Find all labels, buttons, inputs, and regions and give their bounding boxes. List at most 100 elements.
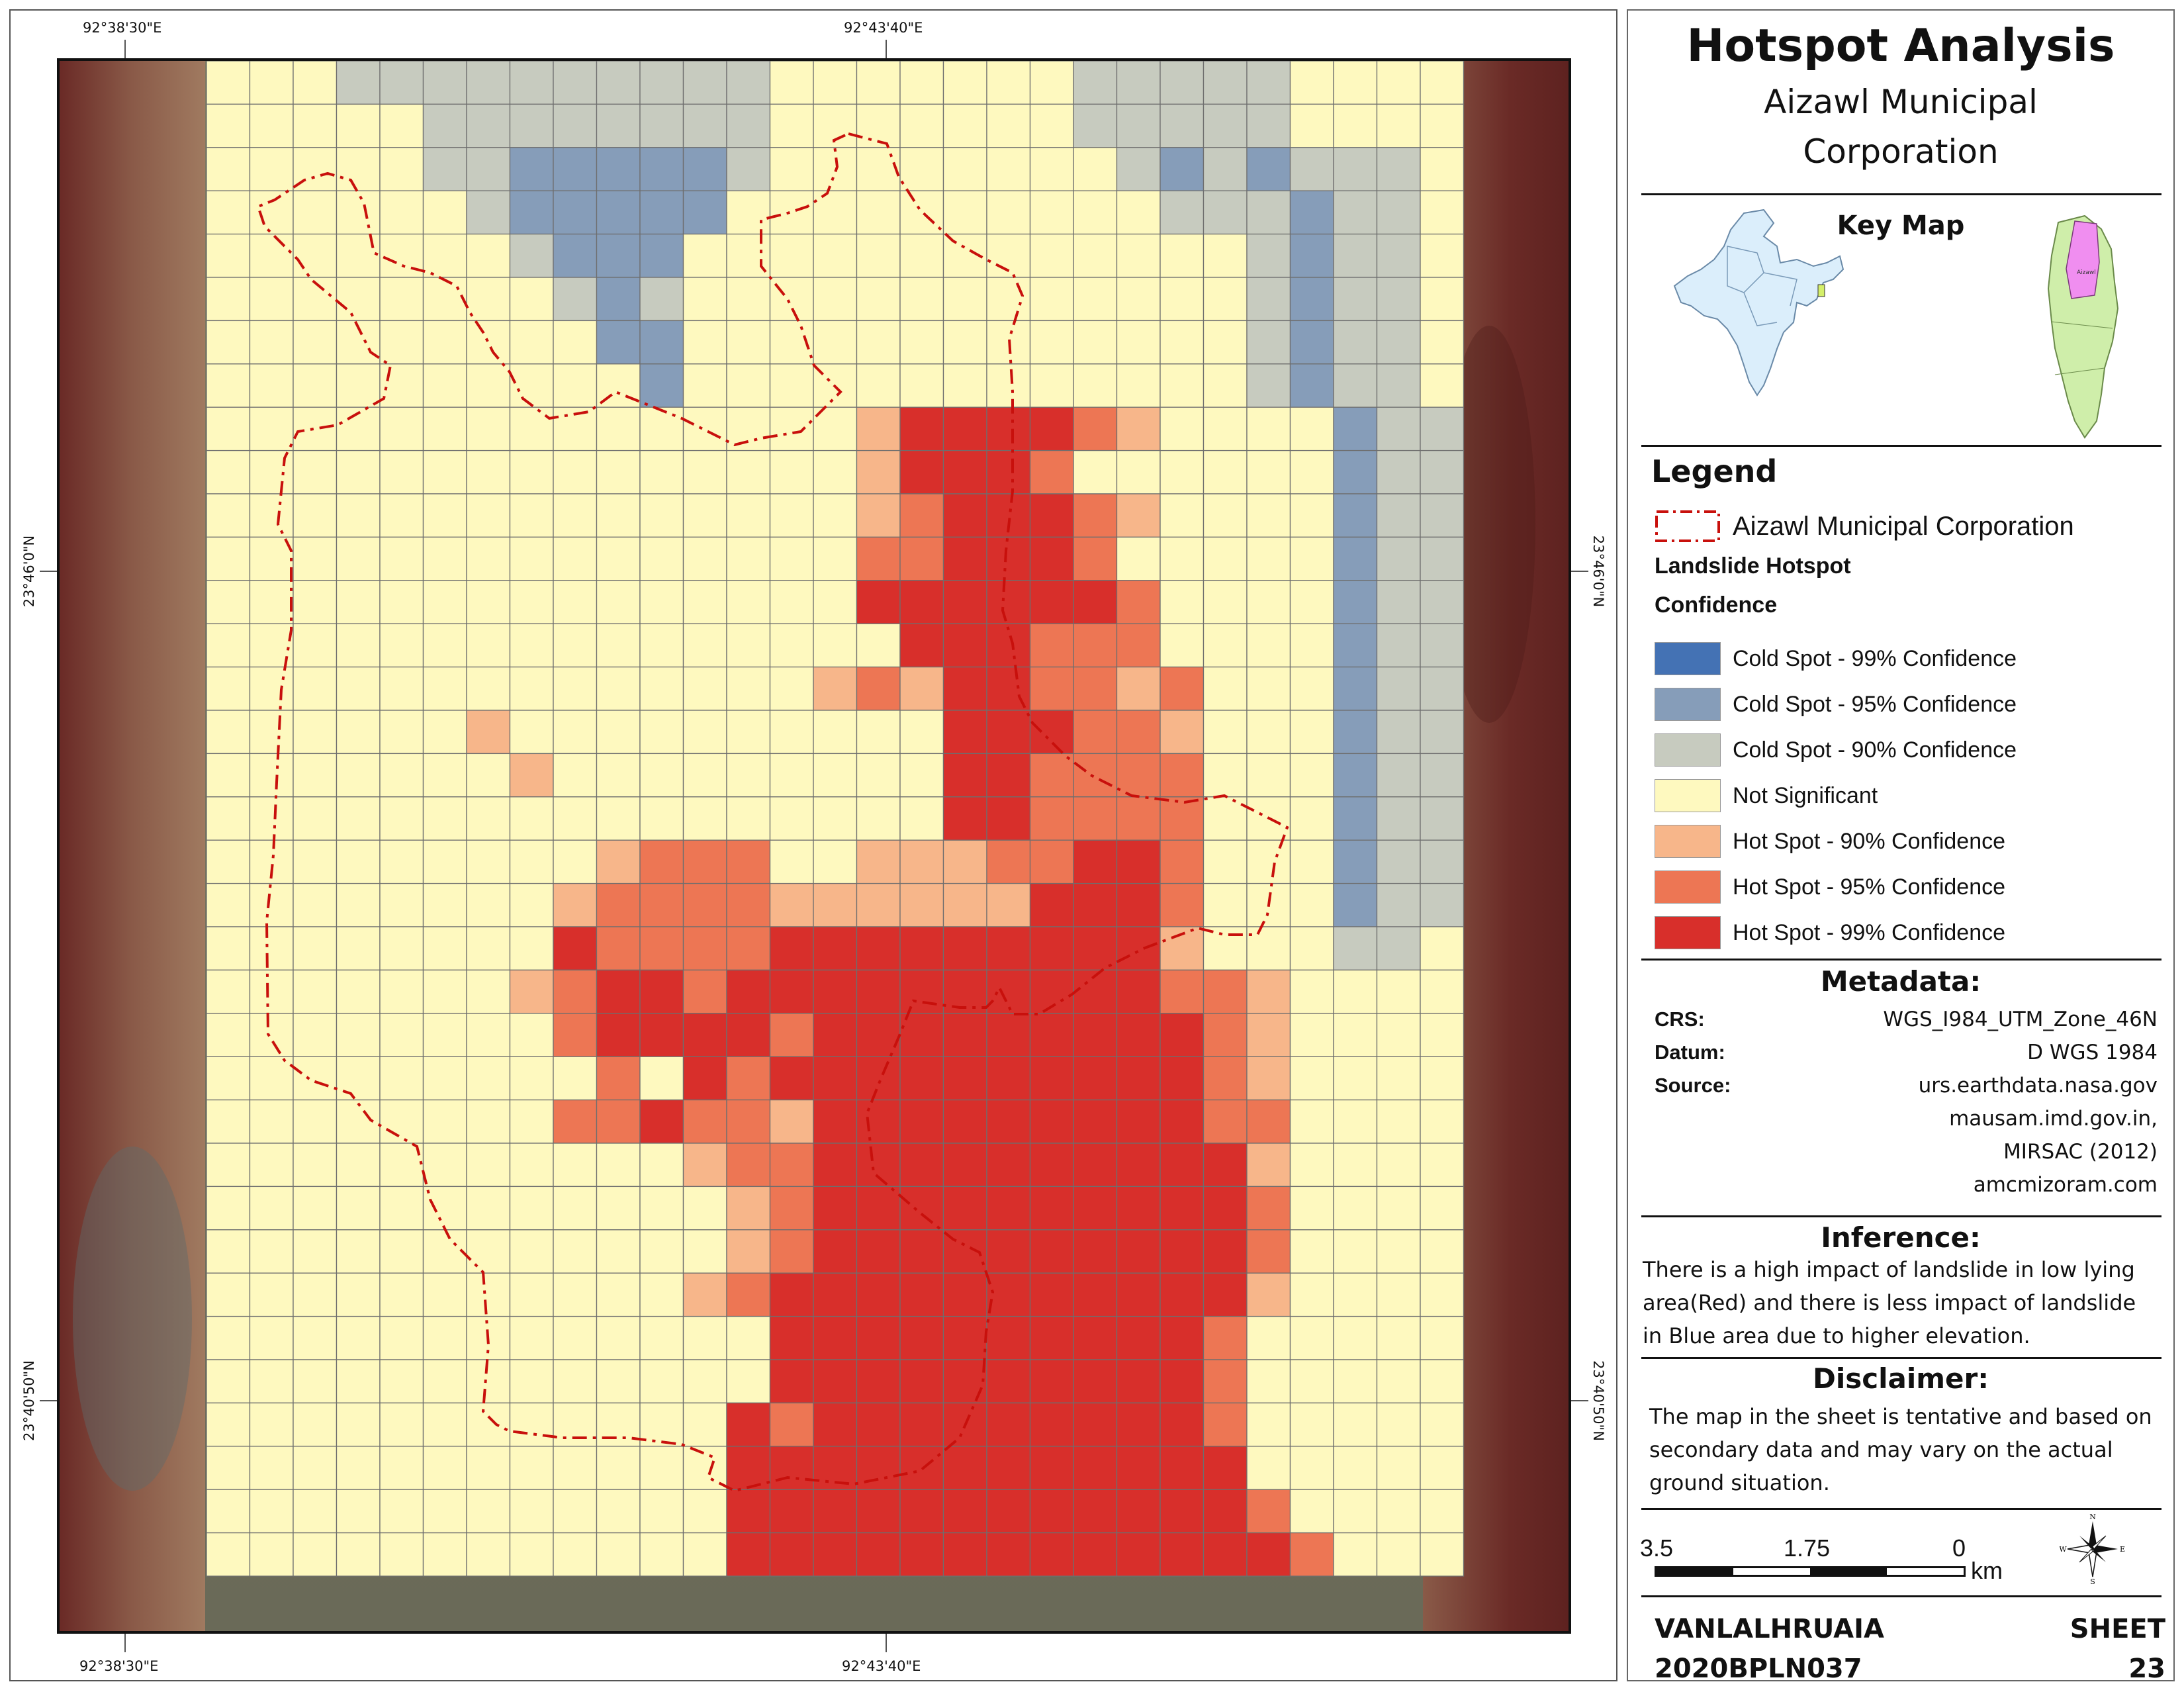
source-value-3: MIRSAC (2012) [2003,1140,2158,1164]
grid-cell [379,1056,424,1101]
grid-cell [293,536,338,581]
grid-cell [682,190,727,235]
grid-cell [856,147,901,191]
grid-cell [249,1013,294,1057]
grid-cell [726,536,771,581]
divider [1641,193,2161,195]
grid-cell [206,666,251,711]
grid-cell [899,1229,944,1274]
grid-cell [293,406,338,451]
grid-cell [986,406,1031,451]
grid-cell [1160,406,1205,451]
grid-cell [422,926,467,971]
grid-cell [813,1402,858,1447]
grid-cell [899,493,944,538]
inference-line: in Blue area due to higher elevation. [1643,1323,2030,1348]
grid-cell [1029,1532,1074,1577]
grid-cell [293,1013,338,1057]
grid-cell [986,190,1031,235]
grid-cell [336,796,381,841]
grid-cell [813,969,858,1014]
divider [1641,1508,2161,1510]
grid-cell [336,1402,381,1447]
grid-cell [1420,882,1465,927]
grid-cell [1376,61,1421,105]
coord-label-left-lower: 23°40'50"N [21,1360,37,1441]
grid-cell [726,1272,771,1317]
grid-cell [553,320,598,365]
grid-cell [249,277,294,322]
grid-cell [856,320,901,365]
grid-cell [379,839,424,884]
grid-cell [466,882,511,927]
grid-cell [422,1489,467,1534]
grid-cell [249,1272,294,1317]
grid-cell [856,1229,901,1274]
grid-cell [1333,710,1378,755]
grid-cell [249,882,294,927]
grid-cell [639,449,684,494]
grid-cell [1203,1143,1248,1188]
grid-cell [1073,449,1118,494]
grid-cell [466,1402,511,1447]
grid-cell [813,1013,858,1057]
grid-cell [553,969,598,1014]
grid-cell [1116,449,1161,494]
grid-cell [509,1099,554,1144]
grid-cell [942,406,987,451]
grid-cell [1073,1446,1118,1490]
grid-cell [1073,1099,1118,1144]
map-area[interactable] [57,58,1571,1634]
disclaimer-line: The map in the sheet is tentative and ba… [1649,1404,2152,1429]
grid-cell [769,1229,814,1274]
grid-cell [769,493,814,538]
grid-cell [1289,1186,1334,1231]
grid-cell [336,277,381,322]
grid-cell [639,1446,684,1490]
grid-cell [379,1359,424,1404]
grid-cell [466,623,511,668]
grid-cell [422,623,467,668]
grid-cell [379,796,424,841]
grid-cell [942,969,987,1014]
grid-cell [899,1359,944,1404]
grid-cell [726,882,771,927]
grid-cell [942,1013,987,1057]
grid-cell [1160,1359,1205,1404]
coord-label-top-mid: 92°43'40"E [844,20,923,36]
grid-cell [249,61,294,105]
grid-cell [206,1013,251,1057]
grid-cell [1160,710,1205,755]
grid-cell [336,233,381,278]
grid-cell [1420,536,1465,581]
grid-cell [596,1489,641,1534]
grid-cell [769,1402,814,1447]
grid-cell [986,1272,1031,1317]
grid-cell [1160,580,1205,624]
grid-cell [856,1315,901,1360]
grid-cell [249,363,294,408]
grid-cell [639,882,684,927]
grid-cell [813,190,858,235]
grid-cell [769,536,814,581]
grid-cell [1246,536,1291,581]
grid-cell [1376,1489,1421,1534]
grid-cell [1160,1143,1205,1188]
india-state-lines [1727,246,1797,326]
grid-cell [1029,277,1074,322]
grid-cell [1333,190,1378,235]
aizawl-district [2066,220,2100,299]
grid-cell [293,1186,338,1231]
grid-cell [596,277,641,322]
grid-cell [1333,449,1378,494]
grid-cell [466,796,511,841]
tick [1571,571,1588,572]
grid-cell [1203,1056,1248,1101]
scale-label-left: 3.5 [1640,1534,1674,1562]
grid-cell [1029,363,1074,408]
grid-cell [249,320,294,365]
grid-cell [1116,882,1161,927]
grid-cell [1116,493,1161,538]
coord-label-right-lower: 23°40'50"N [1590,1360,1606,1441]
grid-cell [856,796,901,841]
